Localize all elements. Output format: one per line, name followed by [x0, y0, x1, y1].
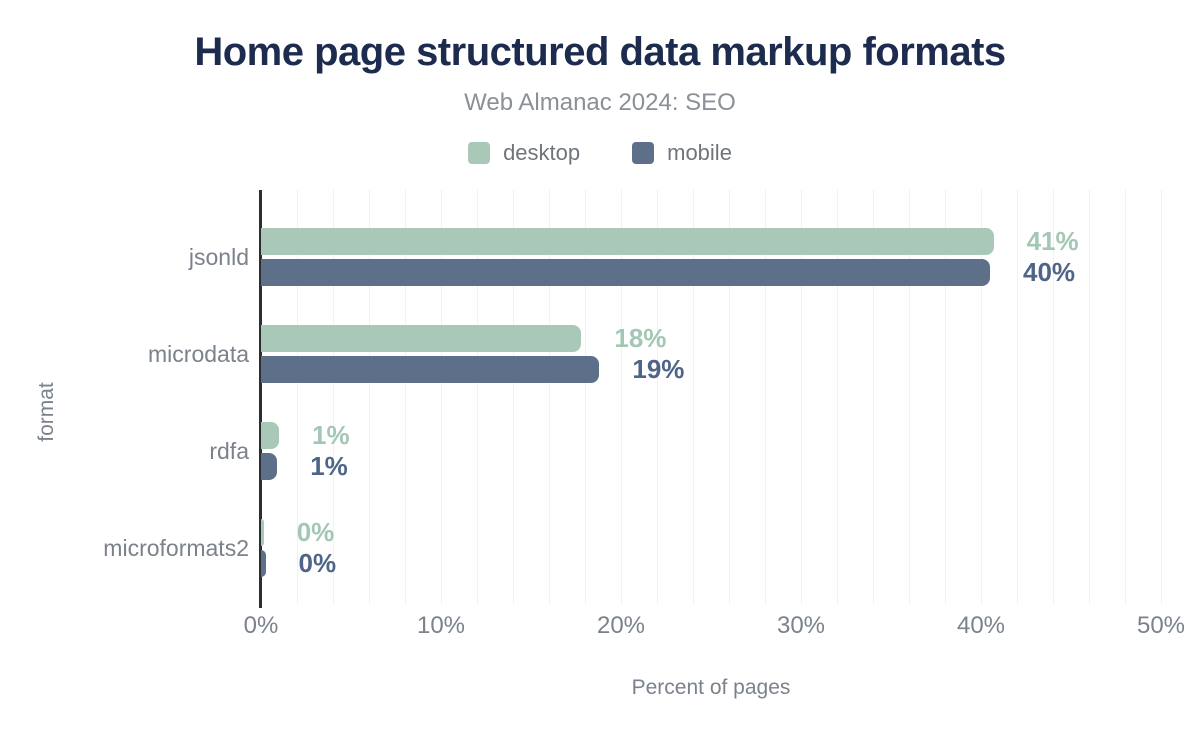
legend-swatch-mobile	[632, 142, 655, 164]
plot-area: jsonld 41% 40% microdata 18% 19% rdfa 1% 1% micro…	[103, 190, 1162, 608]
value-label-rdfa-desktop: 1%	[312, 420, 350, 450]
gridline	[1052, 190, 1054, 604]
category-label-rdfa: rdfa	[209, 437, 249, 464]
bar-microformats2-desktop	[261, 519, 264, 546]
value-label-microdata-desktop: 18%	[614, 323, 667, 353]
category-label-microdata: microdata	[148, 340, 249, 367]
gridline	[620, 190, 622, 604]
value-label-jsonld-desktop: 41%	[1026, 226, 1079, 256]
legend-swatch-desktop	[468, 142, 491, 164]
gridline	[332, 190, 334, 604]
chart-title: Home page structured data markup formats	[194, 30, 1006, 74]
gridline	[476, 190, 478, 604]
gridline	[1124, 190, 1126, 604]
bar-jsonld-mobile	[261, 259, 990, 286]
gridline	[692, 190, 694, 604]
x-axis-ticks: 0% 10% 20% 30% 40% 50%	[244, 612, 1185, 644]
gridline	[296, 190, 298, 604]
x-tick-label: 40%	[956, 612, 1006, 639]
x-tick-label: 10%	[416, 612, 466, 639]
gridline	[1088, 190, 1090, 604]
gridline	[368, 190, 370, 604]
x-tick-label: 0%	[243, 612, 279, 639]
x-axis-title: Percent of pages	[631, 676, 791, 699]
legend-label-desktop: desktop	[503, 140, 581, 165]
value-label-rdfa-mobile: 1%	[310, 451, 348, 481]
x-tick-label: 20%	[596, 612, 646, 639]
category-label-jsonld: jsonld	[188, 243, 249, 270]
value-label-microformats2-desktop: 0%	[296, 517, 335, 547]
gridline	[908, 190, 910, 604]
legend-label-mobile: mobile	[667, 140, 732, 165]
gridline	[764, 190, 766, 604]
gridline	[656, 190, 658, 604]
gridline	[980, 190, 982, 604]
y-axis-line	[259, 190, 262, 608]
bar-microformats2-mobile	[261, 550, 266, 577]
value-label-microdata-mobile: 19%	[632, 354, 685, 384]
gridline	[872, 190, 874, 604]
x-tick-label: 50%	[1136, 612, 1186, 639]
gridline	[512, 190, 514, 604]
gridline	[836, 190, 838, 604]
bar-rdfa-desktop	[261, 422, 279, 449]
bar-jsonld-desktop	[261, 228, 994, 255]
value-label-jsonld-mobile: 40%	[1023, 257, 1076, 287]
legend: desktop mobile	[0, 140, 1200, 166]
gridline	[440, 190, 442, 604]
gridline	[944, 190, 946, 604]
y-axis-title: format	[35, 382, 58, 442]
x-tick-label: 30%	[776, 612, 826, 639]
chart-subtitle: Web Almanac 2024: SEO	[464, 89, 736, 116]
category-label-microformats2: microformats2	[103, 534, 249, 561]
gridline	[548, 190, 550, 604]
gridline	[1160, 190, 1162, 604]
bar-rdfa-mobile	[261, 453, 278, 480]
gridline	[1016, 190, 1018, 604]
legend-item-desktop: desktop	[468, 140, 580, 166]
legend-item-mobile: mobile	[632, 140, 732, 166]
gridline	[728, 190, 730, 604]
gridline	[800, 190, 802, 604]
bar-microdata-desktop	[261, 325, 582, 352]
gridline	[584, 190, 586, 604]
value-label-microformats2-mobile: 0%	[298, 548, 337, 578]
gridline	[404, 190, 406, 604]
bar-microdata-mobile	[261, 356, 600, 383]
